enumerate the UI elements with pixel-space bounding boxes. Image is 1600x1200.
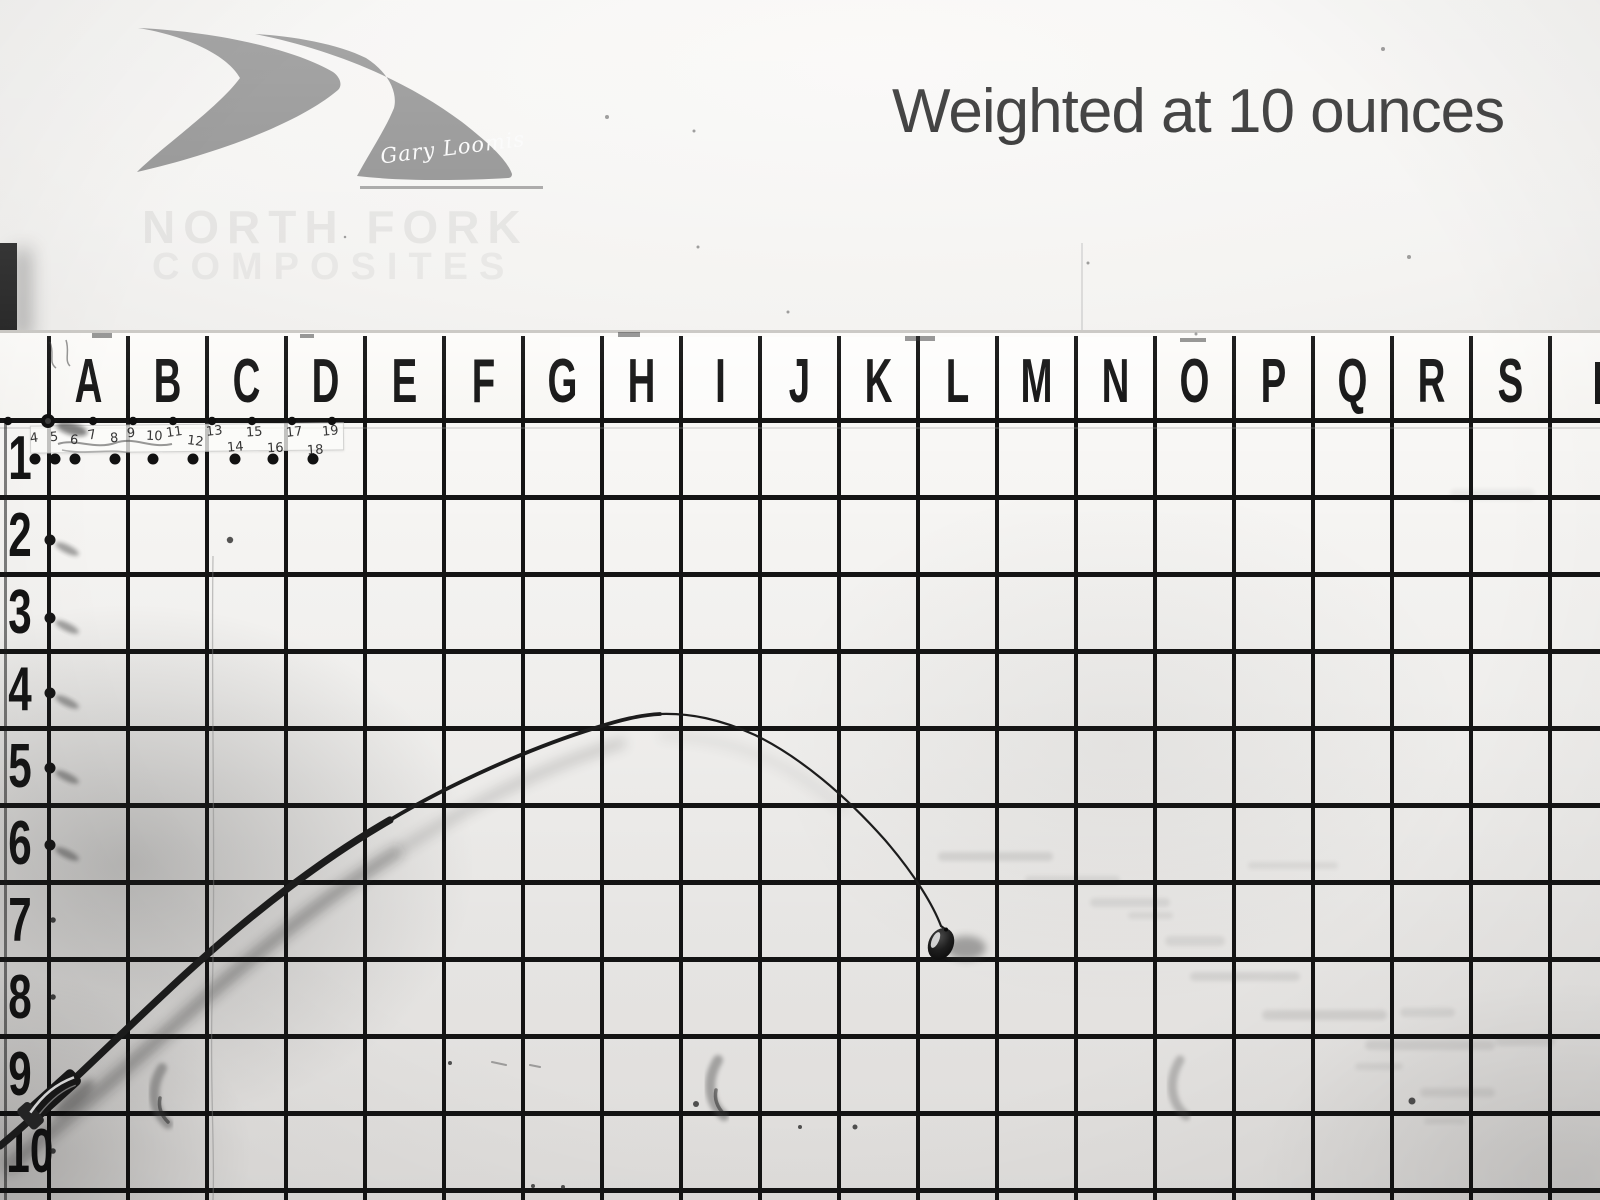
grid-hline [0,725,1600,731]
grid-hline [0,417,1600,423]
ruler-number-10: 10 [145,428,163,445]
grid-vline [47,336,51,1200]
grid-hline [0,802,1600,808]
brand-swoosh-logo [137,28,512,181]
row-number-4: 4 [8,654,32,724]
grid-vline [521,336,525,1200]
grid-vline [916,336,920,1200]
column-letter-O: O [1179,347,1210,416]
strip-residue-mark [92,333,112,338]
wall-background: NORTH FORK COMPOSITES Gary Loomis Weight… [0,0,1600,333]
ghost-text-line2: COMPOSITES [152,246,516,288]
grid-hline [0,571,1600,577]
grid-vline [758,336,762,1200]
column-letter-L: L [945,347,970,416]
column-letter-P: P [1260,347,1287,416]
column-letter-H: H [627,347,656,416]
grid-hline [0,1110,1600,1116]
column-letter-F: F [471,347,496,416]
grid-hline [0,1033,1600,1039]
wall-crease [1081,243,1083,331]
ruler-number-14: 14 [226,439,245,456]
row-number-2: 2 [8,500,32,570]
column-letter-J: J [788,347,811,416]
ruler-number-5: 5 [49,429,59,446]
grid-board [0,330,1600,1200]
column-letter-R: R [1417,347,1446,416]
grid-hline [0,879,1600,885]
weight-caption: Weighted at 10 ounces [892,77,1505,146]
column-letter-N: N [1101,347,1130,416]
grid-vline [600,336,604,1200]
column-letter-D: D [311,347,340,416]
ruler-number-9: 9 [126,425,137,442]
grid-vline [284,336,288,1200]
ruler-number-12: 12 [186,432,205,451]
grid-vline [1311,336,1315,1200]
ruler-number-11: 11 [165,423,184,442]
ruler-number-13: 13 [205,423,224,440]
ruler-number-17: 17 [285,424,304,441]
column-letter-I: I [715,347,726,416]
grid-vline [1390,336,1394,1200]
strip-residue-mark [618,332,640,337]
column-letter-B: B [153,347,182,416]
grid-vline [1232,336,1236,1200]
grid-vline [205,336,209,1200]
column-letter-Q: Q [1337,347,1368,416]
ruler-number-18: 18 [306,442,325,459]
grid-hline [0,494,1600,500]
logo-right-swoosh [255,34,512,181]
ruler-number-19: 19 [321,423,340,440]
grid-vline [837,336,841,1200]
ruler-number-8: 8 [109,430,119,447]
column-letter-C: C [232,347,261,416]
ruler-number-6: 6 [69,432,80,449]
column-letter-A: A [74,347,103,416]
pencil-line [360,186,543,189]
row-number-1: 1 [8,423,32,493]
grid-hline [0,648,1600,654]
ghost-text-line1: NORTH FORK [142,201,529,253]
row-number-7: 7 [8,885,32,955]
grid-vline [1548,336,1552,1200]
logo-left-swoosh [137,28,341,172]
row-number-5: 5 [8,731,32,801]
column-letter-E: E [391,347,418,416]
grid-hline [0,956,1600,962]
grid-vline [1153,336,1157,1200]
row-number-8: 8 [8,962,32,1032]
grid-hline [0,1187,1600,1193]
strip-residue-mark [905,336,935,341]
grid-vline [679,336,683,1200]
strip-bottom-edge [0,427,1600,429]
grid-vline [126,336,130,1200]
column-letter-M: M [1020,347,1053,416]
ruler-number-16: 16 [266,440,284,457]
strip-residue-mark [1180,338,1206,342]
column-letter-K: K [864,347,893,416]
grid-vline [1074,336,1078,1200]
grid-vline [442,336,446,1200]
strip-residue-mark [300,334,314,338]
right-edge-mark [1595,362,1600,404]
strip-sticker [560,337,1160,417]
grid-vline [363,336,367,1200]
ruler-number-15: 15 [245,424,264,441]
panel-seam [0,330,1600,333]
row-number-6: 6 [8,808,32,878]
row-number-3: 3 [8,577,32,647]
grid-vline [995,336,999,1200]
grid-vline [1469,336,1473,1200]
column-letter-S: S [1497,347,1524,416]
row-number-9: 9 [8,1039,32,1109]
wall-clip-tab [0,243,17,333]
row-number-10: 10 [6,1116,54,1186]
column-letter-G: G [547,347,578,416]
board-left-edge [4,420,7,1200]
